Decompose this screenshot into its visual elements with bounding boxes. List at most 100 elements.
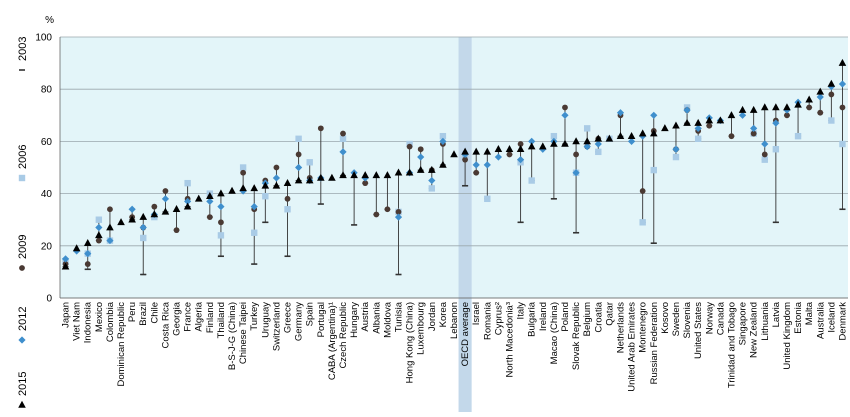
marker-2015-60 (727, 111, 736, 119)
category-label-62: New Zealand (749, 302, 760, 358)
category-label-13: Finland (205, 302, 216, 333)
y-tick-label-40: 40 (41, 189, 53, 200)
marker-2012-56 (683, 106, 691, 114)
marker-2012-0 (61, 255, 70, 263)
marker-2009-8 (151, 203, 158, 210)
marker-2009-4 (107, 206, 113, 213)
category-label-57: United States (693, 302, 704, 359)
marker-2009-2 (84, 261, 91, 267)
marker-2015-10 (172, 205, 181, 213)
category-label-35: Lebanon (449, 302, 460, 339)
marker-2012-53 (650, 111, 658, 119)
y-tick-label-80: 80 (41, 85, 53, 96)
category-label-54: Kosovo (660, 302, 671, 334)
marker-2006-69 (828, 117, 835, 124)
category-label-55: Sweden (671, 302, 682, 336)
marker-2015-36 (461, 147, 469, 155)
marker-2012-9 (161, 195, 170, 203)
marker-2012-37 (472, 161, 480, 169)
marker-2015-16 (239, 184, 247, 192)
marker-2015-67 (805, 95, 813, 103)
marker-2015-57 (694, 118, 702, 126)
marker-2015-39 (494, 145, 503, 153)
category-label-10: Georgia (172, 301, 183, 336)
marker-2015-45 (561, 139, 569, 147)
marker-2006-22 (306, 159, 313, 166)
marker-2015-14 (217, 189, 225, 197)
marker-2006-33 (428, 185, 436, 192)
marker-2015-50 (616, 131, 625, 139)
category-label-65: United Kingdom (782, 302, 793, 370)
y-tick-label-100: 100 (35, 33, 52, 44)
category-label-18: Uruguay (260, 302, 271, 338)
marker-2006-66 (794, 132, 802, 140)
marker-2009-31 (406, 143, 413, 150)
oecd-average-highlight (458, 37, 472, 412)
marker-2009-21 (295, 151, 302, 158)
marker-2015-55 (672, 121, 680, 129)
category-label-66: Estonia (793, 301, 804, 333)
marker-2012-4 (106, 236, 114, 245)
marker-2012-50 (616, 109, 625, 117)
category-label-3: Mexico (94, 302, 105, 332)
legend-label-2015: 2015 (17, 372, 29, 396)
marker-2003-36 (462, 184, 469, 187)
marker-2006-53 (650, 166, 657, 174)
category-label-29: Moldova (382, 301, 393, 338)
legend-label-2012: 2012 (17, 307, 29, 331)
category-label-53: Russian Federation (649, 302, 660, 384)
marker-2012-41 (516, 156, 525, 164)
marker-2015-4 (106, 223, 114, 231)
marker-2015-53 (649, 129, 658, 137)
marker-2015-70 (838, 58, 847, 66)
legend: 2015 2012 2009 2006 2003 (17, 37, 29, 408)
marker-2012-13 (206, 197, 214, 206)
marker-2009-30 (395, 208, 402, 215)
category-label-5: Dominican Republic (116, 302, 127, 387)
marker-2015-34 (439, 160, 447, 168)
category-label-60: Trinidad and Tobago (726, 302, 737, 388)
marker-2012-6 (128, 205, 136, 213)
marker-2015-41 (516, 145, 525, 153)
marker-2012-45 (561, 111, 569, 119)
category-label-15: B-S-J-G (China) (227, 302, 238, 370)
marker-2015-40 (505, 145, 514, 153)
marker-2003-30 (395, 273, 402, 276)
marker-2009-67 (806, 104, 813, 111)
category-label-19: Switzerland (271, 302, 282, 351)
marker-2012-70 (838, 80, 847, 88)
marker-2012-51 (627, 137, 636, 145)
category-label-30: Tunisia (394, 301, 405, 332)
marker-2012-46 (572, 169, 580, 177)
marker-2009-52 (639, 188, 646, 194)
marker-2009-29 (384, 206, 391, 213)
legend-marker-2012 (18, 336, 26, 344)
y-unit-label: % (45, 15, 54, 26)
marker-2015-29 (383, 171, 392, 179)
marker-2015-18 (261, 181, 270, 189)
marker-2009-32 (417, 146, 424, 153)
y-tick-label-0: 0 (46, 294, 52, 305)
marker-2012-2 (84, 250, 92, 258)
y-tick-label-20: 20 (41, 241, 53, 252)
category-label-52: Montenegro (638, 302, 649, 353)
marker-2015-23 (317, 173, 325, 181)
category-label-25: Czech Republic (338, 302, 349, 369)
category-label-39: Cyprus² (493, 302, 504, 335)
category-label-64: Latvia (771, 301, 782, 327)
marker-2015-9 (161, 207, 170, 215)
marker-2015-38 (483, 147, 492, 155)
marker-2003-46 (573, 231, 580, 234)
marker-2012-34 (439, 137, 447, 145)
marker-2015-62 (749, 105, 758, 113)
marker-2009-13 (206, 214, 213, 220)
marker-2015-64 (772, 103, 780, 111)
marker-2015-26 (350, 171, 358, 179)
chart-marks (61, 58, 847, 276)
marker-2009-10 (173, 227, 180, 234)
marker-2003-23 (317, 203, 324, 205)
marker-2012-3 (95, 223, 103, 232)
marker-2006-34 (439, 132, 447, 140)
marker-2015-27 (361, 171, 370, 179)
